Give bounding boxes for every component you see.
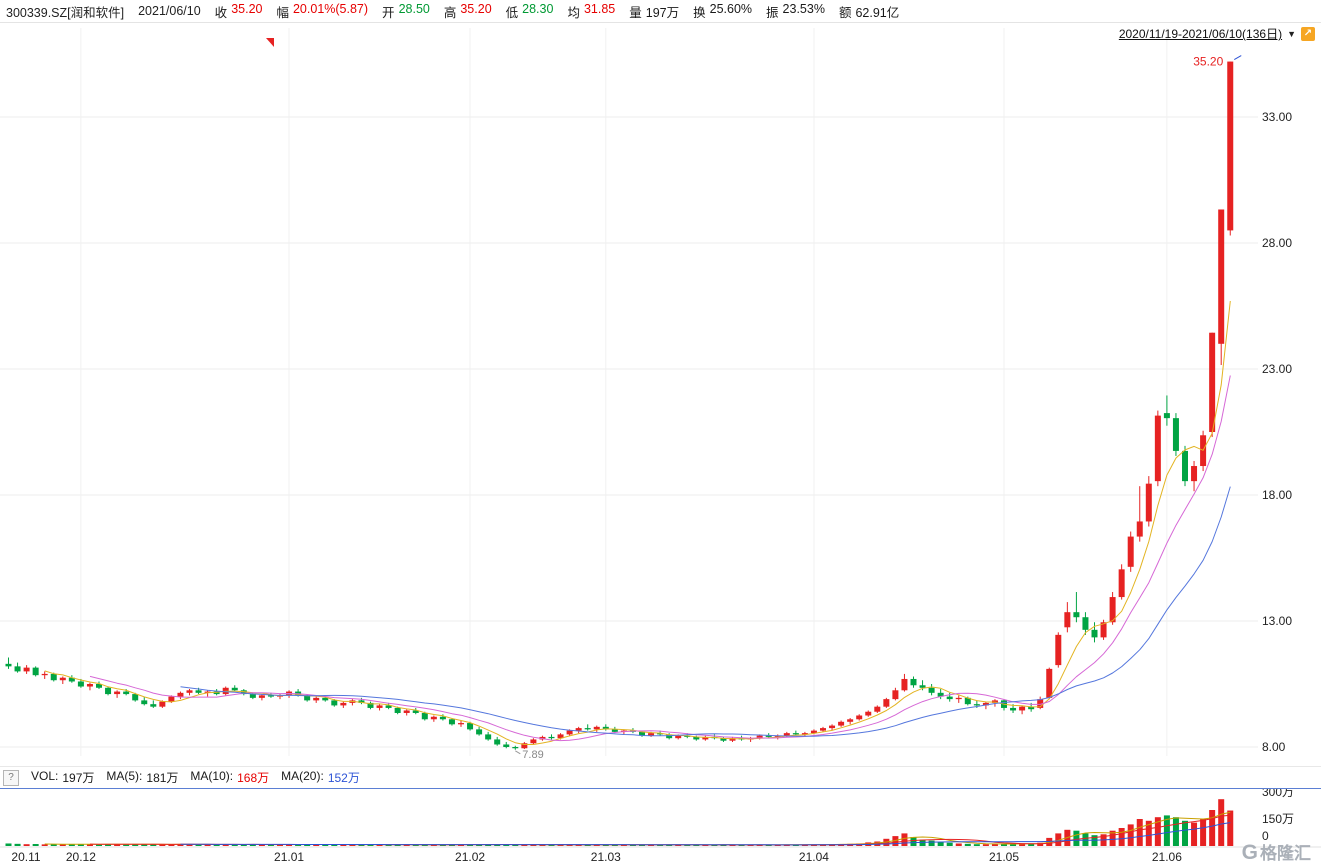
high-price-label: 35.20 <box>1193 55 1223 69</box>
svg-text:33.00: 33.00 <box>1262 110 1292 124</box>
svg-text:8.00: 8.00 <box>1262 740 1286 754</box>
volume-legend-bar: ? VOL: 197万 MA(5): 181万 MA(10): 168万 MA(20): 15… <box>0 766 1321 789</box>
latest-price-marker <box>1234 55 1242 60</box>
svg-text:21.04: 21.04 <box>799 850 829 864</box>
field-high: 高 35.20 <box>443 1 492 20</box>
candlestick-series[interactable] <box>5 61 1234 750</box>
stock-info-fields: 收 35.20 幅 20.01%(5.87) 开 28.50 高 35.20 低 28.30 均 31… <box>215 2 900 21</box>
watermark-g-icon: G <box>1241 841 1258 864</box>
trade-date: 2021/06/10 <box>138 4 201 18</box>
field-avg: 均 31.85 <box>567 1 616 20</box>
price-ma-lines <box>44 300 1231 745</box>
legend-ma20: MA(20): 152万 <box>281 769 360 785</box>
field-amount: 额 62.91亿 <box>838 5 900 20</box>
price-axis: 33.00 28.00 23.00 18.00 13.00 8.00 <box>1262 110 1292 754</box>
field-low: 低 28.30 <box>505 1 554 20</box>
svg-text:13.00: 13.00 <box>1262 614 1292 628</box>
stock-symbol: 300339.SZ[润和软件] <box>6 5 125 20</box>
svg-text:21.02: 21.02 <box>455 850 485 864</box>
svg-text:150万: 150万 <box>1262 812 1294 826</box>
low-pointer-line <box>515 750 521 755</box>
help-icon[interactable]: ? <box>3 769 19 786</box>
grid <box>0 28 1321 848</box>
watermark-text: 格隆汇 <box>1260 844 1311 863</box>
field-volume: 量 197万 <box>629 5 680 20</box>
field-open: 开 28.50 <box>382 1 430 20</box>
legend-ma10: MA(10): 168万 <box>190 769 270 785</box>
stock-info-bar: 300339.SZ[润和软件] 2021/06/10 收 35.20 幅 20.01%… <box>0 0 1321 23</box>
legend-vol: VOL: 197万 <box>31 769 95 785</box>
expand-icon[interactable]: ↗ <box>1301 26 1315 41</box>
svg-text:21.01: 21.01 <box>274 850 304 864</box>
volume-legend-items: VOL: 197万 MA(5): 181万 MA(10): 168万 MA(20): 152万 <box>31 769 360 786</box>
watermark-logo: G 格隆汇 <box>1242 839 1311 864</box>
volume-ma-lines <box>44 811 1231 846</box>
dropdown-caret-icon[interactable]: ▼ <box>1287 28 1296 39</box>
svg-text:23.00: 23.00 <box>1262 362 1292 376</box>
event-marker-icon <box>266 38 274 47</box>
svg-text:21.06: 21.06 <box>1152 850 1182 864</box>
volume-series[interactable] <box>5 799 1234 846</box>
annotations: 35.20 7.89 <box>266 38 1242 761</box>
svg-text:0: 0 <box>1262 829 1269 843</box>
field-amplitude: 振 23.53% <box>766 1 825 20</box>
svg-text:21.03: 21.03 <box>591 850 621 864</box>
legend-ma5: MA(5): 181万 <box>106 769 179 785</box>
svg-text:28.00: 28.00 <box>1262 236 1292 250</box>
field-turnover: 换 25.60% <box>693 1 753 20</box>
date-axis: 20.11 20.12 21.01 21.02 21.03 21.04 21.05 21.06 <box>11 850 1182 864</box>
date-range-selector[interactable]: 2020/11/19-2021/06/10(136日) ▼ ↗ <box>1119 25 1315 42</box>
field-close: 收 35.20 <box>214 1 263 20</box>
low-price-label: 7.89 <box>522 749 543 761</box>
svg-text:21.05: 21.05 <box>989 850 1019 864</box>
svg-text:20.11: 20.11 <box>11 850 40 864</box>
date-range-label[interactable]: 2020/11/19-2021/06/10(136日) <box>1118 27 1283 41</box>
svg-text:20.12: 20.12 <box>66 850 96 864</box>
svg-text:18.00: 18.00 <box>1262 488 1292 502</box>
field-change: 幅 20.01%(5.87) <box>276 1 369 20</box>
